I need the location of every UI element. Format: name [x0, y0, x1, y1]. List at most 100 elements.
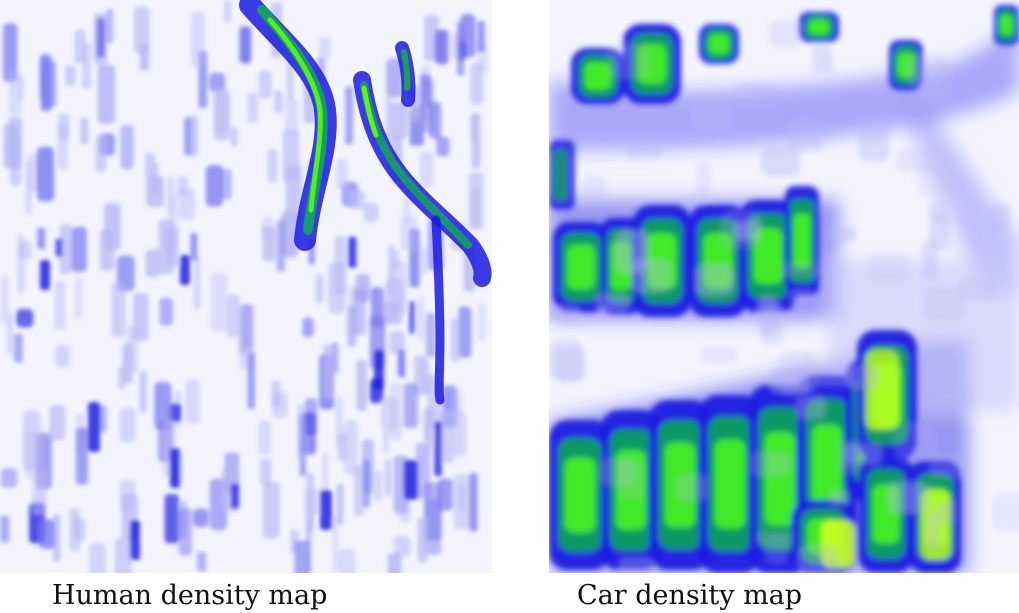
human-density-cell [436, 136, 450, 157]
human-density-cell [306, 473, 315, 532]
human-density-cell [117, 367, 126, 390]
human-density-cell [348, 190, 365, 210]
human-density-cell [258, 70, 272, 99]
car-density-faint-cell [812, 45, 833, 73]
human-density-cell [416, 297, 425, 341]
human-density-cell [59, 224, 72, 274]
human-density-cell [74, 278, 83, 319]
human-density-cell [336, 158, 348, 190]
human-density-heatmap [0, 0, 492, 573]
human-density-cell [370, 287, 384, 328]
human-density-cell [274, 90, 283, 114]
human-density-cell [339, 549, 356, 573]
human-density-map [0, 0, 492, 573]
car-density-faint-cell [607, 43, 652, 80]
human-density-cell [3, 23, 18, 82]
car-density-faint-cell [619, 557, 655, 573]
human-density-cell [57, 124, 68, 170]
human-density-cell [387, 245, 395, 296]
human-density-cell [397, 350, 406, 378]
car-density-cell-peak [809, 19, 829, 35]
human-density-cell [294, 540, 310, 573]
human-density-cell [127, 326, 139, 373]
car-density-cell-peak [793, 213, 811, 269]
human-density-cell [238, 303, 254, 355]
human-density-cell [424, 14, 440, 61]
human-density-cell [54, 280, 66, 330]
human-density-cell [302, 317, 314, 337]
human-density-cell [227, 294, 240, 338]
human-density-cell [285, 98, 299, 135]
human-density-cell [114, 538, 132, 573]
car-density-faint-cell [751, 450, 792, 477]
car-density-faint-cell [929, 214, 950, 250]
human-density-cell [469, 472, 478, 532]
human-density-cell [209, 72, 226, 92]
car-density-faint-cell [789, 289, 813, 305]
car-density-cell-peak [714, 439, 746, 529]
human-density-cell [271, 391, 288, 419]
human-density-cell [0, 275, 10, 324]
human-density-cell [190, 233, 198, 261]
human-density-cell [36, 146, 55, 202]
human-density-cell [363, 202, 379, 223]
car-density-heatmap [549, 0, 1019, 573]
human-density-cell [399, 494, 411, 523]
human-density-hotspot [320, 490, 332, 530]
human-density-cell [80, 117, 89, 145]
human-density-cell [159, 297, 174, 326]
human-density-cell [285, 165, 303, 224]
human-density-cell [247, 352, 256, 409]
human-density-cell [469, 63, 484, 105]
human-crowd-stream-right-peak [361, 85, 379, 138]
human-density-cell [262, 481, 280, 539]
human-density-cell [427, 408, 434, 449]
human-density-cell [40, 54, 52, 112]
car-density-faint-cell [675, 473, 708, 502]
human-density-cell [145, 153, 156, 180]
car-density-faint-cell [858, 121, 890, 162]
human-density-cell [0, 468, 18, 488]
human-density-hotspot [180, 255, 190, 285]
human-density-cell [22, 410, 41, 471]
human-density-cell [417, 517, 428, 563]
car-density-faint-cell [769, 368, 810, 393]
car-density-faint-cell [554, 348, 587, 382]
human-density-cell [205, 165, 223, 207]
human-density-cell [193, 256, 201, 310]
human-density-hotspot [88, 402, 100, 452]
car-density-faint-cell [990, 203, 1010, 233]
human-density-cell [315, 274, 324, 304]
human-density-cell [230, 483, 240, 509]
human-density-cell [453, 412, 467, 457]
car-density-faint-cell [828, 227, 857, 242]
human-density-cell [471, 113, 481, 169]
human-density-cell [437, 478, 453, 511]
human-density-cell [387, 553, 402, 573]
human-density-cell [385, 95, 393, 145]
human-density-cell [393, 536, 411, 557]
human-density-cell [97, 64, 116, 124]
human-density-cell [478, 303, 486, 342]
car-density-faint-cell [734, 82, 778, 109]
human-density-cell [223, 0, 232, 23]
human-density-cell [381, 396, 399, 432]
human-density-cell [116, 255, 135, 292]
human-density-cell [165, 226, 174, 253]
human-density-cell [386, 58, 404, 98]
car-density-faint-cell [761, 147, 801, 177]
human-density-cell [390, 101, 408, 139]
human-density-cell [356, 359, 368, 412]
human-density-cell [382, 430, 390, 454]
human-density-cell [89, 542, 106, 573]
car-density-faint-cell [700, 346, 738, 364]
car-density-cell-core [553, 150, 567, 200]
human-density-cell [95, 135, 107, 172]
human-density-cell [384, 459, 392, 497]
human-density-hotspot [40, 260, 50, 290]
human-density-cell [400, 216, 418, 251]
human-density-cell [37, 227, 46, 250]
human-density-cell [69, 508, 81, 552]
human-density-cell [65, 65, 76, 86]
human-density-cell [120, 124, 134, 170]
